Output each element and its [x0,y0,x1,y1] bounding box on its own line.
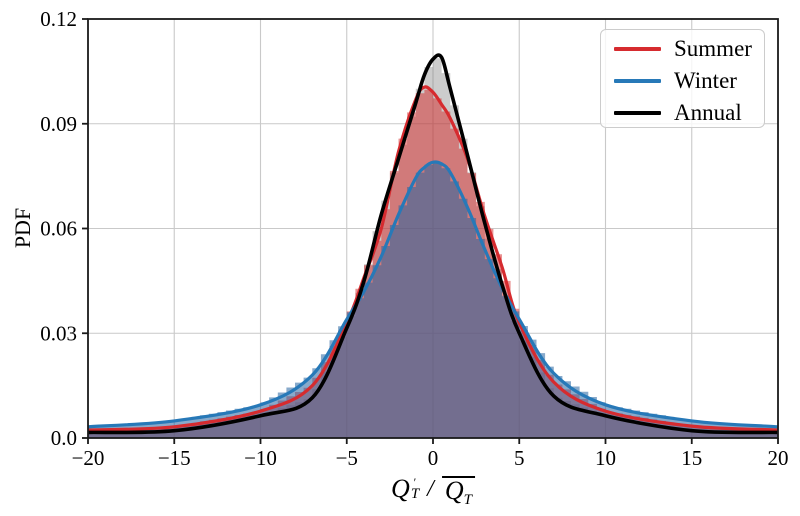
x-label-separator: / [427,475,434,502]
y-tick-label: 0.12 [40,7,77,31]
x-label-qbar-overline: Q T [441,475,475,508]
x-tick-label: −10 [244,446,277,470]
x-tick-label: 10 [595,446,616,470]
x-tick-label: −20 [72,446,105,470]
annual-line-swatch [614,111,661,115]
y-tick-label: 0.09 [40,112,77,136]
legend: Summer Winter Annual [600,29,765,128]
winter-curve [88,160,778,429]
x-tick-label: 0 [428,446,439,470]
y-tick-label: 0.03 [40,321,77,345]
annual-curve [88,53,778,435]
summer-curve [88,85,778,432]
winter-histogram [88,163,778,438]
legend-label-summer: Summer [674,36,752,61]
y-tick-label: 0.0 [51,426,77,450]
x-tick-label: −5 [336,446,358,470]
x-label-sub-prime: ′ T [410,474,420,502]
x-tick-label: 20 [768,446,789,470]
y-tick-label: 0.06 [40,217,77,241]
legend-label-winter: Winter [674,68,737,93]
legend-row-winter: Winter [601,65,764,97]
legend-row-summer: Summer [601,33,764,65]
x-label-q: Q [391,474,410,503]
x-tick-label: 5 [514,446,525,470]
legend-label-annual: Annual [674,100,742,125]
winter-line-swatch [614,79,661,83]
x-tick-label: −15 [158,446,191,470]
x-axis-label: Q ′ T / Q T [391,474,475,508]
x-tick-label: 15 [681,446,702,470]
legend-row-annual: Annual [601,97,764,129]
y-axis-label: PDF [10,207,35,249]
summer-line-swatch [614,47,661,51]
